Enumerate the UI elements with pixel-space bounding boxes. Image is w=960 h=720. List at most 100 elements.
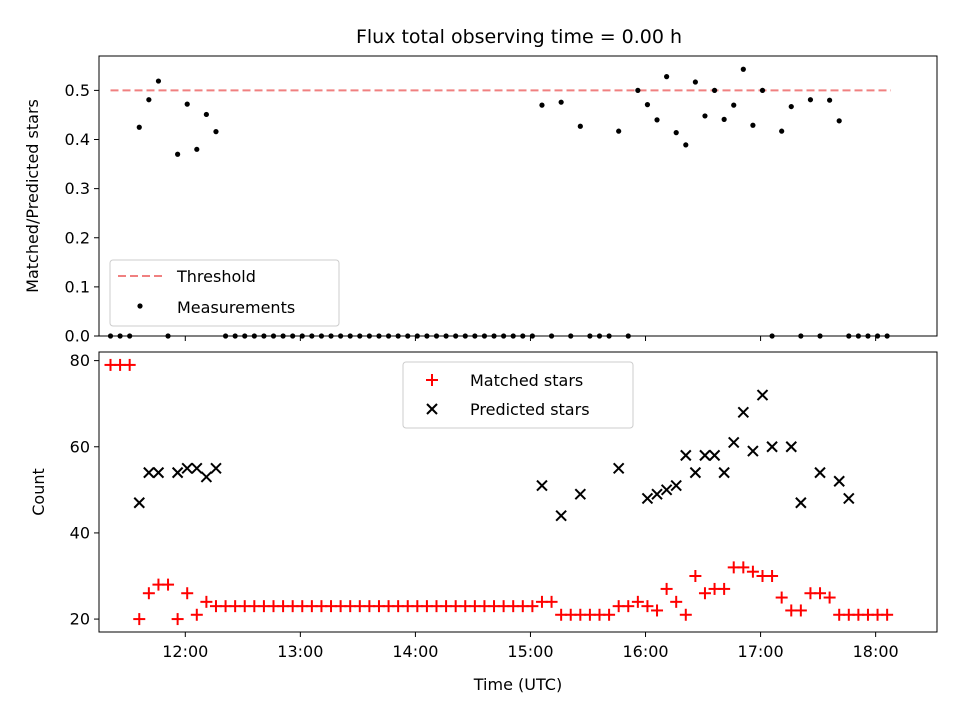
top-axes-frame xyxy=(98,55,938,337)
matched-star-point xyxy=(679,608,692,621)
bottom-y-tick-label: 60 xyxy=(70,437,90,456)
top-y-tick-label: 0.1 xyxy=(65,277,90,296)
top-y-tick-label: 0.5 xyxy=(65,81,90,100)
measurement-point xyxy=(807,97,814,103)
measurement-point xyxy=(232,333,238,339)
matched-star-points xyxy=(104,358,894,626)
matched-star-point xyxy=(123,358,136,371)
measurement-point xyxy=(798,333,804,339)
measurement-point xyxy=(664,74,670,80)
measurement-point xyxy=(491,333,497,339)
measurement-point xyxy=(616,128,622,134)
measurement-point xyxy=(347,333,353,339)
matched-star-point xyxy=(794,604,807,617)
measurement-point xyxy=(251,333,257,339)
matched-star-point xyxy=(775,591,788,604)
predicted-star-point xyxy=(152,466,165,479)
measurement-point xyxy=(750,122,756,128)
measurement-point xyxy=(779,128,785,134)
top-y-tick-label: 0.3 xyxy=(65,179,90,198)
measurement-point xyxy=(309,333,315,339)
measurement-point xyxy=(405,333,411,339)
measurement-point xyxy=(817,333,823,339)
measurement-point xyxy=(635,87,641,93)
predicted-star-point xyxy=(670,479,682,492)
bottom-x-ticks: 12:00 13:00 14:00 15:00 16:00 17:00 18:00 xyxy=(162,632,899,661)
bottom-x-tick-label: 16:00 xyxy=(622,642,668,661)
predicted-star-point xyxy=(171,466,184,479)
legend-predicted-label: Predicted stars xyxy=(470,400,590,419)
measurement-point xyxy=(299,333,305,339)
matched-star-point xyxy=(823,591,836,604)
top-subplot: 0.0 0.1 0.2 0.3 0.4 0.5 Matched/Predicted sta… xyxy=(23,55,938,346)
predicted-star-point xyxy=(574,488,587,500)
measurement-point xyxy=(136,124,142,130)
matched-star-point xyxy=(133,613,146,626)
bottom-y-tick-label: 80 xyxy=(70,351,90,370)
measurement-points xyxy=(107,66,890,339)
measurement-point xyxy=(338,333,344,339)
predicted-star-point xyxy=(191,462,203,475)
matched-star-point xyxy=(689,570,702,582)
measurement-point xyxy=(577,123,583,129)
predicted-star-point xyxy=(133,497,145,509)
measurement-point xyxy=(242,333,248,339)
top-y-ticks: 0.0 0.1 0.2 0.3 0.4 0.5 xyxy=(65,81,99,346)
measurement-point xyxy=(501,333,507,339)
measurement-point xyxy=(222,333,229,339)
measurement-point xyxy=(558,99,564,105)
bottom-y-tick-label: 20 xyxy=(70,610,90,629)
measurement-point xyxy=(194,146,200,152)
matched-star-point xyxy=(660,582,673,595)
measurement-point xyxy=(462,333,468,339)
top-y-axis-label: Matched/Predicted stars xyxy=(23,99,42,293)
predicted-star-point xyxy=(660,484,673,496)
legend-matched-swatch xyxy=(426,374,438,386)
bottom-y-axis-label: Count xyxy=(29,468,48,516)
measurement-point xyxy=(702,113,708,119)
measurement-point xyxy=(644,102,651,108)
matched-star-point xyxy=(190,608,203,621)
measurement-point xyxy=(510,333,516,339)
matched-star-point xyxy=(641,600,654,613)
bottom-x-tick-label: 12:00 xyxy=(162,642,208,661)
measurement-point xyxy=(155,78,162,84)
predicted-star-point xyxy=(699,449,711,462)
bottom-legend: Matched stars Predicted stars xyxy=(402,361,634,429)
legend-matched-label: Matched stars xyxy=(470,371,583,390)
measurement-point xyxy=(376,333,382,339)
measurement-point xyxy=(213,129,219,135)
predicted-star-point xyxy=(689,466,702,479)
measurement-point xyxy=(539,102,545,108)
predicted-star-point xyxy=(843,492,855,505)
measurement-point xyxy=(846,333,852,339)
predicted-star-point xyxy=(766,441,778,453)
measurement-point xyxy=(625,333,631,339)
measurement-point xyxy=(721,116,727,122)
bottom-axes-frame xyxy=(98,351,938,633)
top-legend-box xyxy=(109,259,340,327)
measurement-point xyxy=(759,87,766,93)
measurement-point xyxy=(385,333,392,339)
top-legend: Threshold Measurements xyxy=(109,259,340,327)
measurement-point xyxy=(366,333,372,339)
predicted-star-point xyxy=(210,462,222,475)
bottom-x-tick-label: 15:00 xyxy=(507,642,553,661)
predicted-star-point xyxy=(833,475,845,487)
predicted-star-point xyxy=(718,466,730,479)
measurement-point xyxy=(548,333,555,339)
measurement-point xyxy=(146,97,152,103)
measurement-point xyxy=(175,151,181,157)
matched-star-point xyxy=(622,600,635,613)
measurement-point xyxy=(711,87,718,93)
measurement-point xyxy=(357,333,363,339)
predicted-star-point xyxy=(651,488,663,500)
measurement-point xyxy=(606,333,612,339)
matched-star-point xyxy=(881,608,894,621)
predicted-star-point xyxy=(143,466,155,479)
matched-star-point xyxy=(200,595,213,608)
measurement-point xyxy=(433,333,440,339)
predicted-star-point xyxy=(814,466,826,479)
